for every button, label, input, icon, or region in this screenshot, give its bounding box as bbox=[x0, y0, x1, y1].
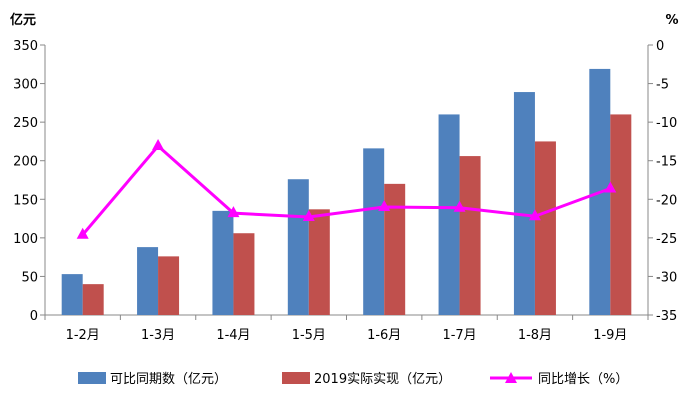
right-tick-label: -30 bbox=[656, 270, 677, 285]
right-axis-unit: % bbox=[665, 13, 678, 28]
bar-comparable bbox=[212, 210, 234, 315]
bar-comparable bbox=[287, 179, 309, 315]
legend-swatch-comparable bbox=[78, 372, 106, 384]
bar-actual bbox=[610, 114, 632, 315]
growth-point-marker bbox=[453, 200, 466, 212]
left-tick-label: 250 bbox=[13, 116, 38, 131]
left-axis-unit: 亿元 bbox=[10, 12, 36, 28]
bar-actual bbox=[82, 284, 104, 315]
bar-comparable bbox=[363, 148, 385, 315]
right-tick-label: 0 bbox=[656, 39, 664, 54]
bar-actual bbox=[158, 256, 180, 315]
left-tick-label: 0 bbox=[30, 309, 38, 324]
x-axis-tick-labels: 1-2月 1-3月 1-4月 1-5月 1-6月 1-7月 1-8月 1-9月 bbox=[66, 328, 628, 343]
x-tick-label: 1-9月 bbox=[593, 328, 627, 343]
growth-point-marker bbox=[302, 210, 315, 222]
x-tick-label: 1-3月 bbox=[141, 328, 175, 343]
growth-point-marker bbox=[76, 227, 89, 239]
bar-comparable bbox=[513, 92, 535, 315]
legend: 可比同期数（亿元） 2019实际实现（亿元） 同比增长（%） bbox=[78, 372, 628, 387]
left-tick-label: 200 bbox=[13, 155, 38, 170]
growth-point-marker bbox=[378, 200, 391, 211]
x-tick-label: 1-2月 bbox=[66, 328, 100, 343]
x-tick-label: 1-7月 bbox=[442, 328, 476, 343]
legend-label-actual: 2019实际实现（亿元） bbox=[314, 372, 451, 387]
legend-label-comparable: 可比同期数（亿元） bbox=[110, 372, 227, 387]
bar-actual bbox=[459, 156, 481, 315]
right-tick-label: -25 bbox=[656, 232, 677, 247]
bar-comparable bbox=[137, 247, 159, 315]
growth-line bbox=[81, 143, 611, 236]
bar-actual bbox=[233, 233, 255, 315]
growth-point-marker bbox=[152, 139, 165, 151]
left-tick-label: 150 bbox=[13, 193, 38, 208]
left-tick-label: 300 bbox=[13, 78, 38, 93]
bar-comparable bbox=[438, 114, 460, 315]
growth-point-marker bbox=[528, 209, 541, 221]
x-tick-label: 1-4月 bbox=[216, 328, 250, 343]
x-tick-label: 1-5月 bbox=[292, 328, 326, 343]
right-tick-label: -5 bbox=[656, 78, 669, 93]
right-tick-label: -20 bbox=[656, 193, 677, 208]
growth-point-marker bbox=[604, 181, 617, 193]
bar-comparable bbox=[61, 274, 83, 315]
right-axis-tick-labels: 0 -5 -10 -15 -20 -25 -30 -35 bbox=[656, 39, 677, 324]
bar-actual bbox=[534, 141, 556, 315]
left-tick-label: 350 bbox=[13, 39, 38, 54]
left-axis-tick-labels: 350 300 250 200 150 100 50 0 bbox=[13, 39, 38, 324]
bar-actual bbox=[308, 209, 330, 315]
right-tick-label: -10 bbox=[656, 116, 677, 131]
growth-point-marker bbox=[227, 206, 240, 218]
legend-label-growth: 同比增长（%） bbox=[538, 372, 628, 387]
right-tick-label: -35 bbox=[656, 309, 677, 324]
x-tick-label: 1-6月 bbox=[367, 328, 401, 343]
growth-line-series bbox=[76, 139, 617, 239]
axes bbox=[40, 44, 653, 320]
bar-actual bbox=[384, 183, 406, 315]
legend-marker-growth bbox=[505, 372, 517, 383]
bars bbox=[61, 68, 632, 316]
x-tick-label: 1-8月 bbox=[518, 328, 552, 343]
left-tick-label: 50 bbox=[21, 270, 38, 285]
right-tick-label: -15 bbox=[656, 155, 677, 170]
left-tick-label: 100 bbox=[13, 232, 38, 247]
legend-swatch-actual bbox=[282, 372, 310, 384]
